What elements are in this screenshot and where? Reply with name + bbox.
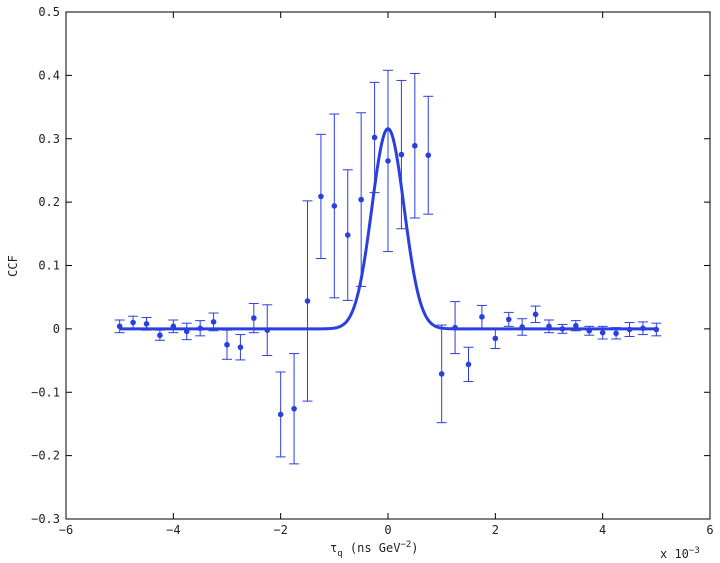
data-point — [398, 151, 405, 158]
x-axis-label-symbol: τ — [330, 541, 337, 555]
data-point — [599, 329, 606, 336]
y-tick-label: 0 — [53, 322, 60, 336]
axis-ticks — [65, 11, 711, 520]
data-point — [371, 134, 378, 141]
data-point — [157, 332, 163, 339]
data-point — [640, 325, 646, 332]
data-point — [626, 326, 633, 333]
x-multiplier-exponent: −3 — [689, 546, 700, 556]
data-point — [210, 319, 217, 325]
y-tick-label: −0.3 — [31, 512, 60, 526]
data-point — [546, 323, 552, 330]
data-point — [492, 335, 499, 342]
x-axis-label-exponent: −2 — [400, 540, 411, 550]
data-point — [465, 361, 472, 368]
data-point — [573, 322, 579, 329]
data-point — [264, 327, 271, 333]
data-point — [130, 319, 136, 326]
y-tick-label: 0.4 — [38, 68, 60, 82]
data-point — [586, 327, 593, 334]
x-tick-label: 6 — [706, 523, 713, 537]
x-multiplier-prefix: x 10 — [660, 547, 689, 561]
y-tick-label: 0.1 — [38, 259, 60, 273]
x-axis-label-units: (ns GeV — [343, 541, 401, 555]
data-point — [559, 326, 566, 332]
data-point — [331, 203, 338, 209]
data-point — [277, 411, 284, 418]
x-axis-label: τq (ns GeV−2) — [330, 540, 419, 559]
data-point — [653, 326, 660, 333]
y-tick-label: −0.1 — [31, 385, 60, 399]
data-point — [197, 325, 203, 332]
y-tick-label: 0.2 — [38, 195, 60, 209]
data-points-layer — [116, 134, 660, 418]
data-point — [304, 298, 311, 304]
x-tick-label: 4 — [599, 523, 606, 537]
data-point — [291, 405, 297, 412]
data-point — [116, 323, 123, 330]
x-axis-label-subscript: q — [337, 549, 342, 559]
x-tick-label: −4 — [166, 523, 180, 537]
data-point — [438, 371, 445, 377]
x-axis-multiplier: x 10−3 — [660, 546, 700, 561]
x-tick-label: −6 — [59, 523, 73, 537]
data-point — [452, 324, 458, 331]
y-tick-label: 0.5 — [38, 5, 60, 19]
data-point — [358, 196, 364, 203]
data-point — [237, 344, 244, 351]
x-tick-label: 2 — [492, 523, 499, 537]
data-point — [412, 142, 418, 149]
data-point — [251, 315, 257, 321]
data-point — [318, 193, 324, 200]
data-point — [183, 328, 190, 335]
y-axis-label: CCF — [6, 255, 20, 277]
data-point — [170, 323, 177, 330]
data-point — [505, 316, 512, 323]
axis-tick-labels: −6 −4 −2 0 2 4 6 −0.3 −0.2 −0.1 0 0.1 0.2 0.3 0.4 0.5 — [31, 5, 714, 537]
data-point — [385, 158, 391, 164]
y-tick-label: −0.2 — [31, 449, 60, 463]
x-tick-label: −2 — [273, 523, 287, 537]
data-point — [519, 324, 525, 330]
data-point — [224, 341, 230, 348]
data-point — [479, 314, 485, 320]
y-tick-label: 0.3 — [38, 132, 60, 146]
data-point — [344, 232, 351, 238]
data-point — [425, 152, 432, 159]
x-tick-label: 0 — [384, 523, 391, 537]
data-point — [143, 321, 150, 327]
data-point — [532, 311, 539, 318]
data-point — [613, 330, 619, 337]
x-axis-label-close: ) — [411, 541, 418, 555]
